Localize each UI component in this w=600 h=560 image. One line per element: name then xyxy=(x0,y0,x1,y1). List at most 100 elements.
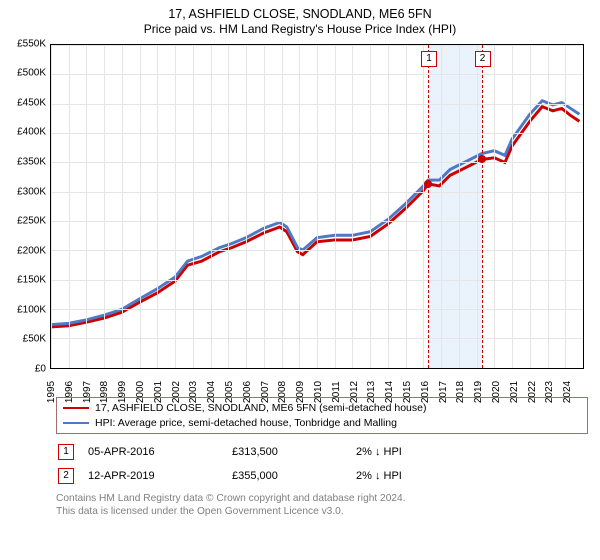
sale-price: £313,500 xyxy=(232,441,354,463)
grid-line-v xyxy=(512,45,513,368)
y-tick-label: £50K xyxy=(23,334,46,345)
x-tick-label: 2016 xyxy=(420,381,431,403)
grid-line-h xyxy=(51,368,583,369)
sale-id-badge: 2 xyxy=(58,468,74,484)
grid-line-v xyxy=(140,45,141,368)
grid-line-v xyxy=(175,45,176,368)
legend-swatch xyxy=(63,407,89,409)
grid-line-v xyxy=(548,45,549,368)
y-tick-label: £0 xyxy=(35,363,46,374)
sale-marker-badge: 1 xyxy=(421,51,437,67)
x-tick-label: 1997 xyxy=(82,381,93,403)
x-tick-label: 2008 xyxy=(277,381,288,403)
legend-label: HPI: Average price, semi-detached house,… xyxy=(95,416,397,431)
table-row: 2 12-APR-2019£355,0002% ↓ HPI xyxy=(58,465,414,487)
grid-line-v xyxy=(228,45,229,368)
attribution-line: This data is licensed under the Open Gov… xyxy=(56,506,590,519)
grid-line-v xyxy=(211,45,212,368)
x-tick-label: 2023 xyxy=(544,381,555,403)
x-tick-label: 1998 xyxy=(99,381,110,403)
x-tick-label: 1995 xyxy=(46,381,57,403)
x-tick-label: 2019 xyxy=(473,381,484,403)
y-tick-label: £500K xyxy=(17,68,46,79)
sales-table: 1 05-APR-2016£313,5002% ↓ HPI 2 12-APR-2019… xyxy=(56,439,416,489)
x-tick-label: 2005 xyxy=(224,381,235,403)
price-chart: £0£50K£100K£150K£200K£250K£300K£350K£400… xyxy=(50,44,584,389)
attribution-line: Contains HM Land Registry data © Crown c… xyxy=(56,493,590,506)
y-tick-label: £200K xyxy=(17,245,46,256)
y-tick-label: £450K xyxy=(17,97,46,108)
x-tick-label: 2001 xyxy=(153,381,164,403)
x-axis-labels: 1995199619971998199920002001200220032004… xyxy=(50,371,584,403)
x-tick-label: 2022 xyxy=(527,381,538,403)
y-axis-labels: £0£50K£100K£150K£200K£250K£300K£350K£400… xyxy=(4,44,48,369)
sale-date: 12-APR-2019 xyxy=(88,465,230,487)
grid-line-v xyxy=(282,45,283,368)
x-tick-label: 2021 xyxy=(509,381,520,403)
grid-line-v xyxy=(264,45,265,368)
grid-line-v xyxy=(104,45,105,368)
chart-subtitle: Price paid vs. HM Land Registry's House … xyxy=(10,22,590,38)
x-tick-label: 2003 xyxy=(188,381,199,403)
y-tick-label: £250K xyxy=(17,216,46,227)
sale-id-badge: 1 xyxy=(58,444,74,460)
grid-line-v xyxy=(388,45,389,368)
y-tick-label: £300K xyxy=(17,186,46,197)
grid-line-v xyxy=(335,45,336,368)
sale-marker-line xyxy=(482,45,483,368)
x-tick-label: 2006 xyxy=(242,381,253,403)
grid-line-v xyxy=(494,45,495,368)
grid-line-v xyxy=(406,45,407,368)
grid-line-v xyxy=(423,45,424,368)
grid-line-v xyxy=(157,45,158,368)
grid-line-v xyxy=(246,45,247,368)
table-row: 1 05-APR-2016£313,5002% ↓ HPI xyxy=(58,441,414,463)
legend-swatch xyxy=(63,422,89,424)
arrow-down-icon: ↓ xyxy=(375,470,381,482)
sale-marker-point xyxy=(424,180,432,188)
x-tick-label: 2009 xyxy=(295,381,306,403)
x-tick-label: 2018 xyxy=(455,381,466,403)
attribution: Contains HM Land Registry data © Crown c… xyxy=(56,493,590,519)
series-line xyxy=(51,101,579,325)
grid-line-v xyxy=(86,45,87,368)
y-tick-label: £350K xyxy=(17,157,46,168)
sale-delta: 2% ↓ HPI xyxy=(356,465,414,487)
sale-price: £355,000 xyxy=(232,465,354,487)
x-tick-label: 2004 xyxy=(206,381,217,403)
sale-marker-point xyxy=(478,155,486,163)
grid-line-v xyxy=(565,45,566,368)
grid-line-v xyxy=(530,45,531,368)
x-tick-label: 1999 xyxy=(117,381,128,403)
x-tick-label: 2020 xyxy=(491,381,502,403)
grid-line-v xyxy=(193,45,194,368)
grid-line-v xyxy=(370,45,371,368)
x-tick-label: 2013 xyxy=(366,381,377,403)
x-tick-label: 2011 xyxy=(331,381,342,403)
x-tick-label: 1996 xyxy=(64,381,75,403)
x-tick-label: 2002 xyxy=(171,381,182,403)
y-tick-label: £150K xyxy=(17,275,46,286)
x-tick-label: 2010 xyxy=(313,381,324,403)
x-tick-label: 2007 xyxy=(260,381,271,403)
grid-line-v xyxy=(459,45,460,368)
x-tick-label: 2015 xyxy=(402,381,413,403)
grid-line-v xyxy=(69,45,70,368)
x-tick-label: 2024 xyxy=(562,381,573,403)
x-tick-label: 2017 xyxy=(438,381,449,403)
grid-line-v xyxy=(477,45,478,368)
chart-title: 17, ASHFIELD CLOSE, SNODLAND, ME6 5FN xyxy=(10,6,590,22)
grid-line-v xyxy=(441,45,442,368)
grid-line-v xyxy=(122,45,123,368)
y-tick-label: £100K xyxy=(17,304,46,315)
x-tick-label: 2014 xyxy=(384,381,395,403)
sale-date: 05-APR-2016 xyxy=(88,441,230,463)
x-tick-label: 2000 xyxy=(135,381,146,403)
x-tick-label: 2012 xyxy=(349,381,360,403)
grid-line-v xyxy=(352,45,353,368)
sale-delta: 2% ↓ HPI xyxy=(356,441,414,463)
grid-line-v xyxy=(299,45,300,368)
arrow-down-icon: ↓ xyxy=(375,446,381,458)
series-line xyxy=(51,107,579,327)
sale-marker-line xyxy=(428,45,429,368)
